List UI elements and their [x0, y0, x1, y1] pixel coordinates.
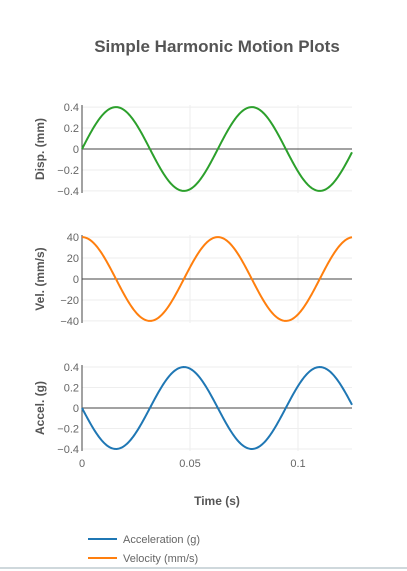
series-line-displacement[interactable] — [81, 106, 353, 192]
y-tick-label: 0.2 — [64, 383, 79, 395]
subplots: 0.4 0.2 0 −0.2 −0.4 Disp. (mm) 40 20 0 −20 −40 Vel.… — [33, 102, 353, 470]
series-line-acceleration[interactable] — [81, 366, 353, 450]
y-axis-label: Accel. (g) — [33, 381, 47, 435]
subplot-velocity: 40 20 0 −20 −40 Vel. (mm/s) — [33, 232, 353, 328]
bottom-divider — [0, 567, 407, 569]
y-tick-label: 0 — [73, 403, 79, 415]
legend-item[interactable]: Velocity (mm/s) — [88, 553, 198, 565]
y-tick-label: 0.2 — [64, 123, 79, 135]
y-axis-label: Disp. (mm) — [33, 118, 47, 180]
y-tick-label: −0.2 — [57, 165, 79, 177]
y-tick-label: 0 — [73, 144, 79, 156]
subplot-acceleration: 0.4 0.2 0 −0.2 −0.4 Accel. (g) — [33, 362, 353, 456]
legend-label: Velocity (mm/s) — [123, 553, 198, 565]
legend-item[interactable]: Acceleration (g) — [88, 534, 200, 546]
y-tick-label: 0.4 — [64, 362, 79, 374]
y-tick-label: −20 — [60, 295, 79, 307]
x-axis-label: Time (s) — [194, 494, 240, 508]
subplot-displacement: 0.4 0.2 0 −0.2 −0.4 Disp. (mm) — [33, 102, 353, 198]
legend[interactable]: Acceleration (g) Velocity (mm/s) — [88, 534, 200, 565]
y-tick-label: 40 — [67, 232, 79, 244]
y-tick-label: −0.4 — [57, 186, 79, 198]
x-tick-label: 0.1 — [290, 458, 305, 470]
y-axis-label: Vel. (mm/s) — [33, 247, 47, 310]
series-line-velocity[interactable] — [81, 236, 353, 322]
y-tick-label: 0.4 — [64, 102, 79, 114]
y-tick-label: −0.4 — [57, 444, 79, 456]
x-tick-label: 0.05 — [179, 458, 200, 470]
legend-label: Acceleration (g) — [123, 534, 200, 546]
y-tick-label: −40 — [60, 316, 79, 328]
x-tick-label: 0 — [79, 458, 85, 470]
chart-title: Simple Harmonic Motion Plots — [94, 37, 340, 56]
y-tick-label: −0.2 — [57, 423, 79, 435]
y-tick-label: 0 — [73, 274, 79, 286]
y-tick-label: 20 — [67, 253, 79, 265]
